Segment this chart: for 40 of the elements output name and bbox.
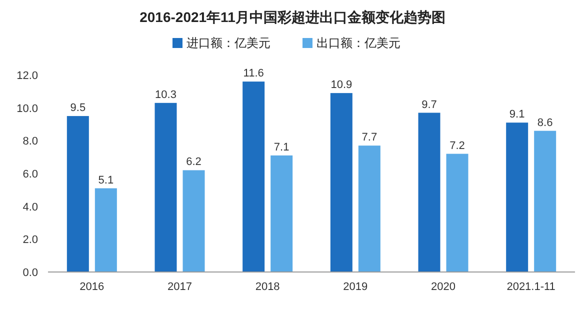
data-label: 5.1 xyxy=(98,174,114,186)
data-label: 11.6 xyxy=(243,68,264,80)
bar xyxy=(418,112,440,272)
x-tick-label: 2019 xyxy=(343,281,368,293)
y-tick-label: 12.0 xyxy=(16,70,38,82)
data-label: 7.7 xyxy=(362,132,378,144)
legend-label: 出口额：亿美元 xyxy=(316,36,400,50)
bar xyxy=(66,116,89,272)
data-label: 7.2 xyxy=(450,140,465,152)
y-tick-label: 4.0 xyxy=(22,201,38,214)
y-tick-label: 6.0 xyxy=(22,168,38,180)
data-label: 9.7 xyxy=(422,98,437,111)
data-label: 9.1 xyxy=(509,108,525,121)
y-tick-label: 2.0 xyxy=(22,234,38,246)
x-tick-label: 2017 xyxy=(168,281,192,293)
y-tick-label: 8.0 xyxy=(22,136,38,148)
bar xyxy=(182,170,205,272)
data-label: 7.1 xyxy=(274,141,290,154)
x-tick-label: 2021.1-11 xyxy=(506,281,556,293)
bar xyxy=(94,188,117,272)
bar xyxy=(242,82,265,272)
legend-label: 进口额：亿美元 xyxy=(186,36,270,50)
data-label: 10.3 xyxy=(155,88,176,101)
bar xyxy=(446,154,468,272)
x-tick-label: 2018 xyxy=(255,281,280,293)
data-label: 6.2 xyxy=(186,156,202,168)
bar xyxy=(358,146,380,272)
y-tick-label: 10.0 xyxy=(16,102,38,115)
chart-title: 2016-2021年11月中国彩超进出口金额变化趋势图 xyxy=(140,9,446,25)
bar xyxy=(534,130,556,272)
y-tick-label: 0.0 xyxy=(22,267,38,279)
bar xyxy=(330,93,352,272)
data-label: 10.9 xyxy=(330,79,352,92)
x-tick-label: 2020 xyxy=(431,281,456,293)
data-label: 8.6 xyxy=(537,116,553,129)
bar xyxy=(506,122,528,272)
bar xyxy=(154,102,177,272)
bar xyxy=(270,155,293,272)
data-label: 9.5 xyxy=(70,102,86,114)
x-tick-label: 2016 xyxy=(80,281,104,293)
